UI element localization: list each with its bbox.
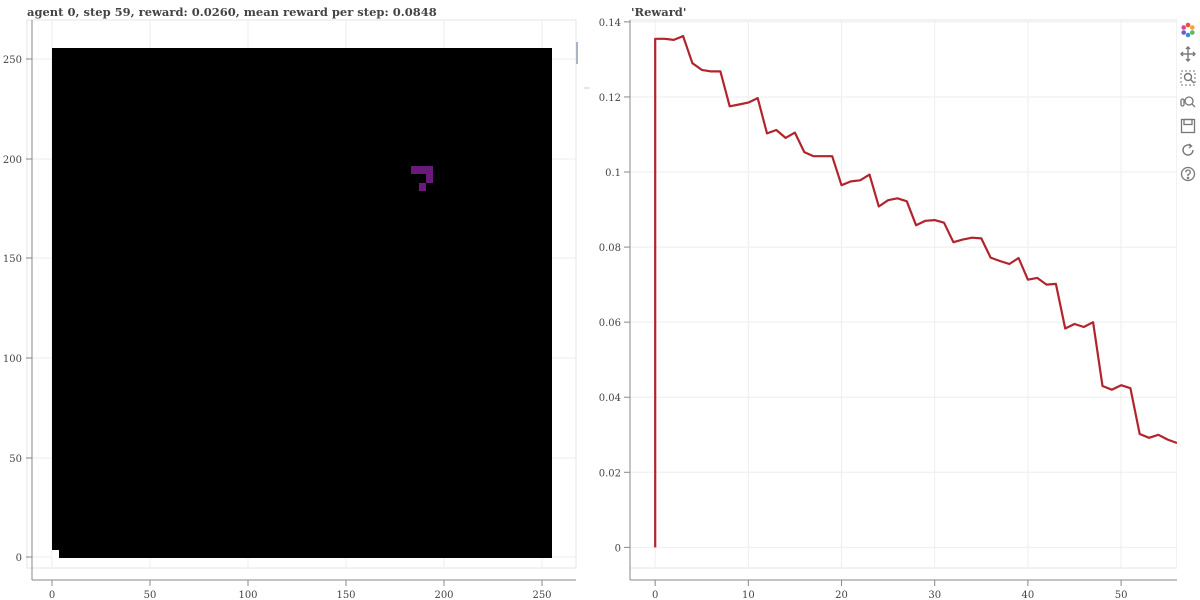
agent-marker <box>411 166 433 191</box>
left-plot-title: agent 0, step 59, reward: 0.0260, mean r… <box>27 5 437 19</box>
reward-x-tick-label: 20 <box>835 590 848 600</box>
left-x-tick-label: 200 <box>434 590 453 600</box>
left-y-ticks <box>26 58 32 558</box>
left-y-tick-label: 100 <box>3 354 22 365</box>
left-x-tick-label: 150 <box>336 590 355 600</box>
wheel-zoom-icon[interactable] <box>1178 90 1198 114</box>
left-y-tick-label: 200 <box>3 155 22 166</box>
reward-x-tick-label: 30 <box>928 590 941 600</box>
reward-y-tick-label: 0 <box>615 543 621 554</box>
reward-x-tick-label: 40 <box>1022 590 1035 600</box>
help-icon[interactable] <box>1178 162 1198 186</box>
state-image <box>52 48 552 558</box>
reward-y-tick-label: 0.06 <box>599 318 621 329</box>
save-icon[interactable] <box>1178 114 1198 138</box>
left-y-tick-label: 50 <box>9 454 22 465</box>
left-x-tick-label: 50 <box>144 590 157 600</box>
reward-plot-frame <box>629 19 1177 569</box>
reward-x-tick-label: 10 <box>742 590 755 600</box>
left-x-tick-label: 100 <box>238 590 257 600</box>
state-image-plot[interactable]: 0 50 100 150 200 250 0 50 100 150 200 25… <box>0 0 590 600</box>
reward-y-tick-label: 0.08 <box>599 243 621 254</box>
left-x-ticks <box>51 580 543 586</box>
image-corner-gap <box>52 550 59 558</box>
reward-x-tick-label: 50 <box>1115 590 1128 600</box>
left-x-tick-label: 0 <box>49 590 55 600</box>
reset-icon[interactable] <box>1178 138 1198 162</box>
reward-y-tick-label: 0.1 <box>605 168 621 179</box>
reward-y-tick-label: 0.04 <box>599 393 621 404</box>
left-y-tick-label: 250 <box>3 55 22 66</box>
reward-series-line <box>654 35 1177 548</box>
reward-chart[interactable]: 0 10 20 30 40 50 0 0.02 0.04 0.06 0.08 0.1 0.12 0.14 <box>595 0 1177 600</box>
bokeh-logo-icon[interactable] <box>1178 18 1198 42</box>
left-plot-frame <box>26 19 577 569</box>
plot-toolbar <box>1178 18 1198 186</box>
pan-icon[interactable] <box>1178 42 1198 66</box>
reward-chart-title: 'Reward' <box>631 5 687 19</box>
reward-y-tick-label: 0.14 <box>599 18 621 29</box>
box-zoom-icon[interactable] <box>1178 66 1198 90</box>
left-x-tick-label: 250 <box>532 590 551 600</box>
reward-y-tick-label: 0.12 <box>599 93 621 104</box>
left-y-tick-label: 0 <box>16 553 22 564</box>
reward-y-tick-label: 0.02 <box>599 468 621 479</box>
left-y-tick-label: 150 <box>3 254 22 265</box>
reward-x-tick-label: 0 <box>652 590 658 600</box>
